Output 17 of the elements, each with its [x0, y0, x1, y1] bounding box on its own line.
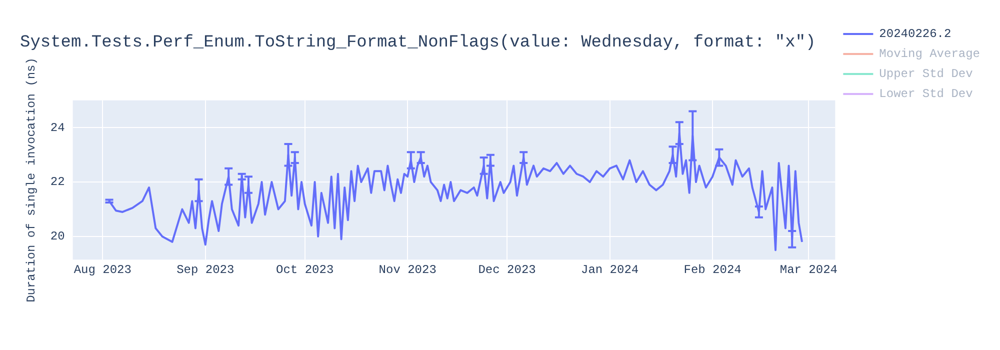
x-tick-label: Feb 2024: [684, 262, 742, 277]
x-tick-label: Nov 2023: [378, 262, 436, 277]
x-tick-label: Mar 2024: [780, 262, 838, 277]
y-axis-title: Duration of single invocation (ns): [24, 58, 38, 302]
legend-label: Upper Std Dev: [879, 67, 973, 82]
legend-label: 20240226.2: [879, 27, 952, 42]
chart-title: System.Tests.Perf_Enum.ToString_Format_NonFlags(value: Wednesday, format: "x"): [20, 34, 816, 53]
legend-label: Moving Average: [879, 47, 980, 62]
x-tick-label: Sep 2023: [176, 262, 234, 277]
x-tick-label: Aug 2023: [74, 262, 132, 277]
x-tick-label: Oct 2023: [276, 262, 334, 277]
x-tick-label: Jan 2024: [580, 262, 639, 277]
y-tick-label: 20: [50, 230, 65, 244]
legend-label: Lower Std Dev: [879, 87, 973, 102]
y-tick-label: 24: [50, 120, 65, 135]
x-tick-label: Dec 2023: [478, 262, 536, 277]
y-tick-label: 22: [50, 175, 65, 190]
